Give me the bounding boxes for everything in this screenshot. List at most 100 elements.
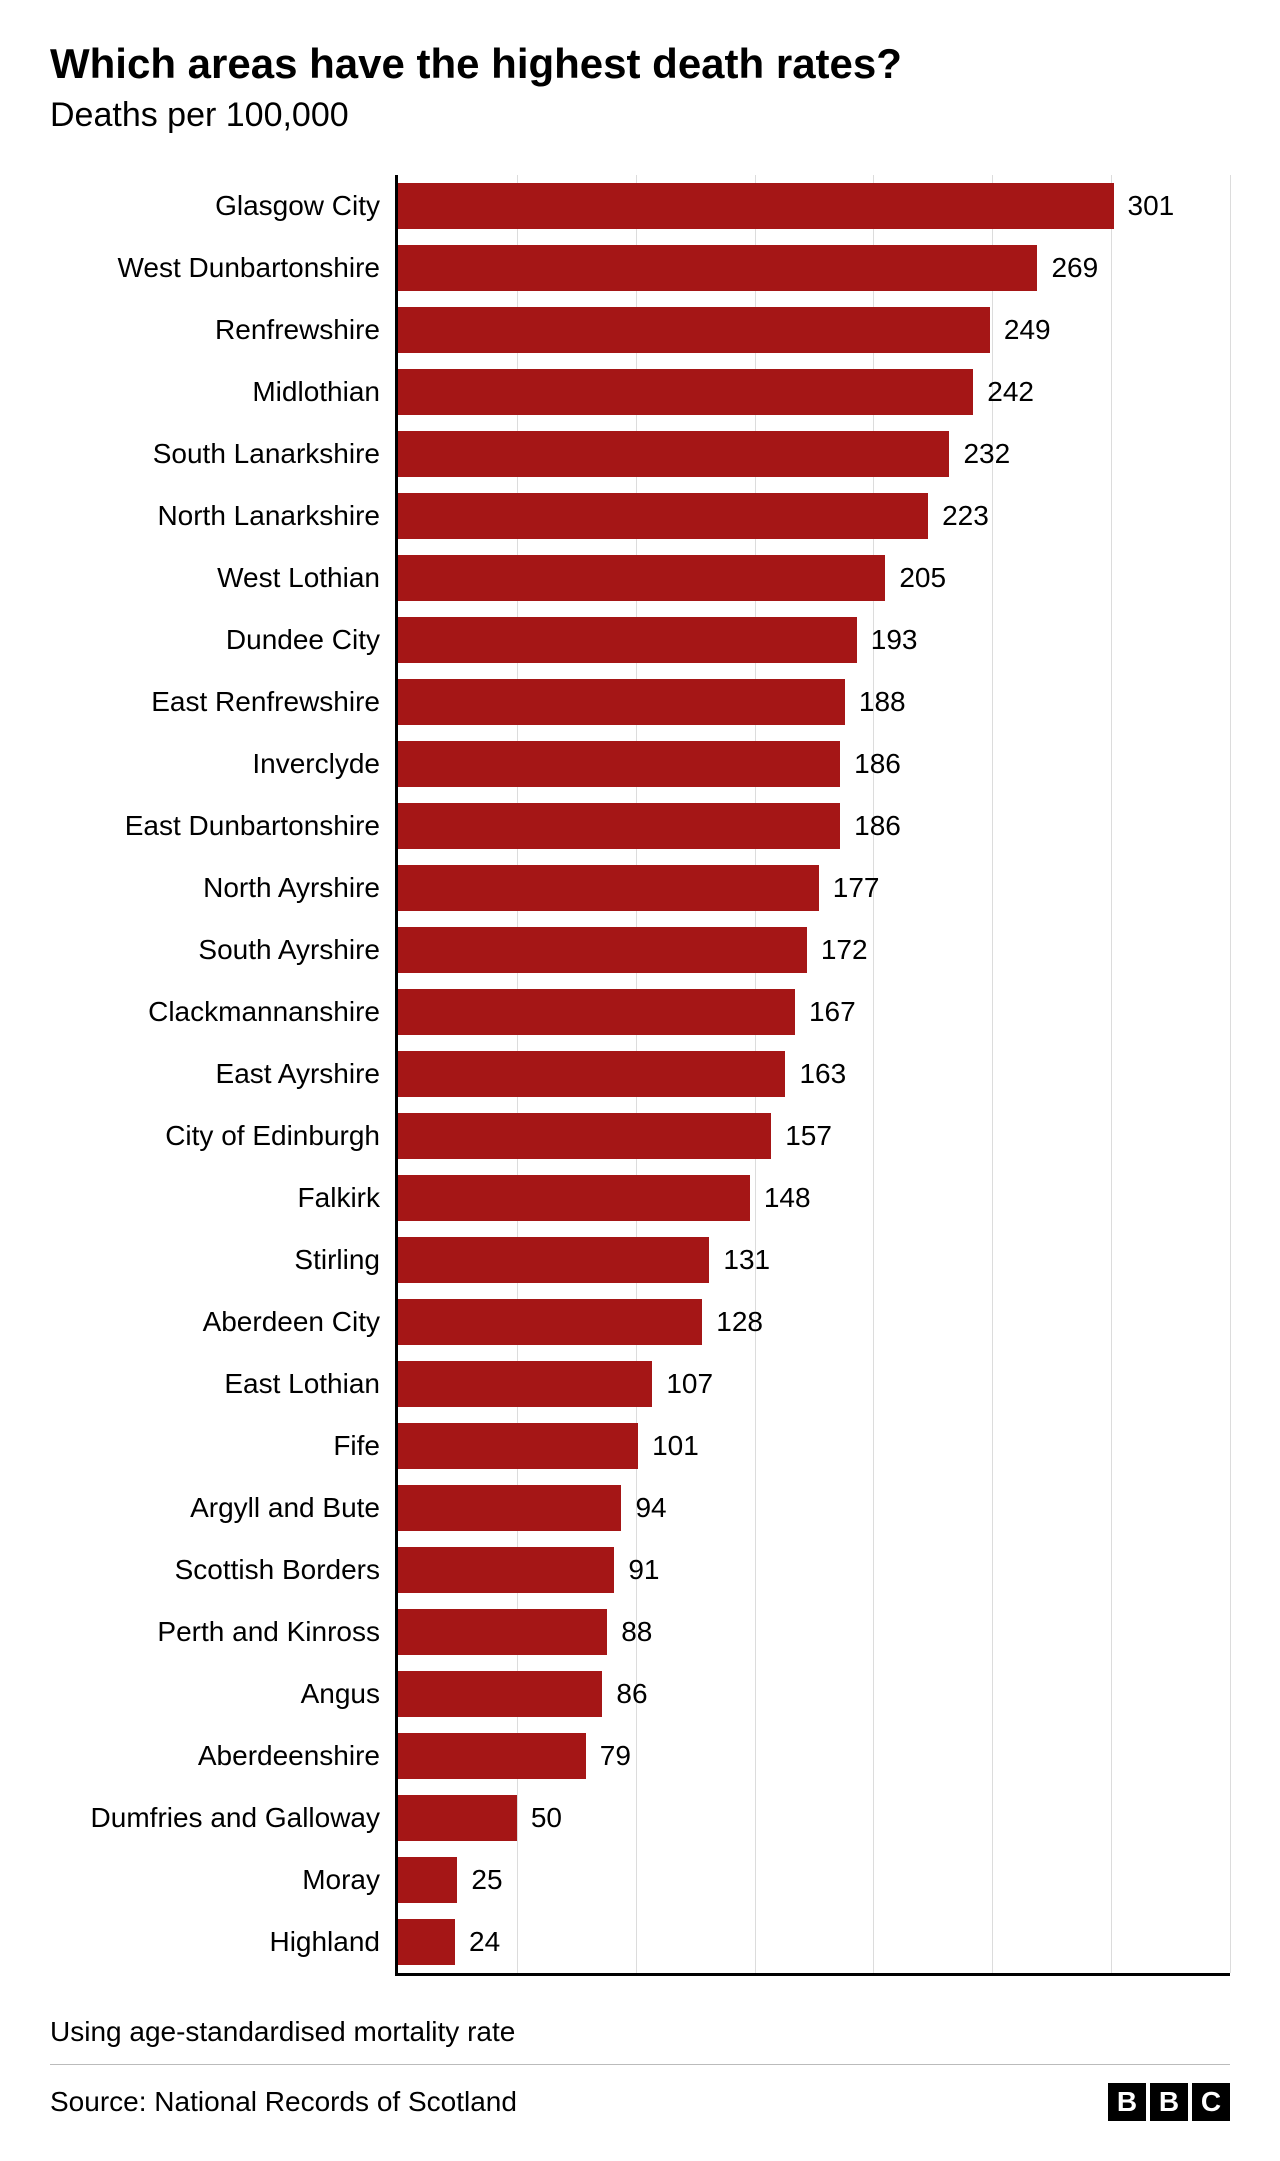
bar-row: Perth and Kinross88 bbox=[398, 1601, 1230, 1663]
chart-subtitle: Deaths per 100,000 bbox=[50, 96, 1230, 135]
bar-label: North Lanarkshire bbox=[157, 500, 398, 532]
bar-row: North Ayrshire177 bbox=[398, 857, 1230, 919]
bar-label: Glasgow City bbox=[215, 190, 398, 222]
bar-label: South Lanarkshire bbox=[153, 438, 398, 470]
bar-value: 94 bbox=[621, 1492, 666, 1524]
bar bbox=[398, 1733, 586, 1779]
bar bbox=[398, 183, 1114, 229]
bar-value: 172 bbox=[807, 934, 868, 966]
bar-label: Moray bbox=[302, 1864, 398, 1896]
bar bbox=[398, 865, 819, 911]
bar-row: East Ayrshire163 bbox=[398, 1043, 1230, 1105]
bar bbox=[398, 1361, 652, 1407]
bar bbox=[398, 555, 885, 601]
bar-row: Angus86 bbox=[398, 1663, 1230, 1725]
bbc-logo-letter: C bbox=[1192, 2083, 1230, 2121]
bar-value: 101 bbox=[638, 1430, 699, 1462]
bar-row: East Renfrewshire188 bbox=[398, 671, 1230, 733]
bar-row: South Lanarkshire232 bbox=[398, 423, 1230, 485]
bar-value: 148 bbox=[750, 1182, 811, 1214]
bbc-logo-letter: B bbox=[1150, 2083, 1188, 2121]
bar-row: Glasgow City301 bbox=[398, 175, 1230, 237]
bar bbox=[398, 679, 845, 725]
bar-label: Falkirk bbox=[298, 1182, 398, 1214]
bar-row: Argyll and Bute94 bbox=[398, 1477, 1230, 1539]
bar-value: 301 bbox=[1114, 190, 1175, 222]
chart-title: Which areas have the highest death rates… bbox=[50, 40, 1230, 88]
bar-value: 131 bbox=[709, 1244, 770, 1276]
bar-label: Argyll and Bute bbox=[190, 1492, 398, 1524]
bar-row: West Dunbartonshire269 bbox=[398, 237, 1230, 299]
bar-row: Midlothian242 bbox=[398, 361, 1230, 423]
bar-value: 232 bbox=[949, 438, 1010, 470]
bar-label: Fife bbox=[333, 1430, 398, 1462]
bar bbox=[398, 493, 928, 539]
bar bbox=[398, 1423, 638, 1469]
bar-value: 205 bbox=[885, 562, 946, 594]
bar bbox=[398, 369, 973, 415]
bar-row: East Lothian107 bbox=[398, 1353, 1230, 1415]
bar bbox=[398, 245, 1037, 291]
bar bbox=[398, 617, 857, 663]
bar-value: 223 bbox=[928, 500, 989, 532]
bar bbox=[398, 1051, 785, 1097]
bar bbox=[398, 1547, 614, 1593]
bar-row: Clackmannanshire167 bbox=[398, 981, 1230, 1043]
bar-label: Midlothian bbox=[252, 376, 398, 408]
bar-label: Perth and Kinross bbox=[157, 1616, 398, 1648]
bar-value: 24 bbox=[455, 1926, 500, 1958]
bar-row: Scottish Borders91 bbox=[398, 1539, 1230, 1601]
bar-label: Aberdeenshire bbox=[198, 1740, 398, 1772]
bar-value: 193 bbox=[857, 624, 918, 656]
chart-area: Glasgow City301West Dunbartonshire269Ren… bbox=[80, 175, 1230, 1976]
bar-row: Falkirk148 bbox=[398, 1167, 1230, 1229]
bar-value: 163 bbox=[785, 1058, 846, 1090]
footer-row: Source: National Records of Scotland B B… bbox=[50, 2064, 1230, 2121]
bar-row: West Lothian205 bbox=[398, 547, 1230, 609]
bar bbox=[398, 1795, 517, 1841]
bar-value: 269 bbox=[1037, 252, 1098, 284]
bar-label: Inverclyde bbox=[252, 748, 398, 780]
bar-row: Aberdeenshire79 bbox=[398, 1725, 1230, 1787]
bar-label: Scottish Borders bbox=[175, 1554, 398, 1586]
bar-label: Dundee City bbox=[226, 624, 398, 656]
bar-row: Inverclyde186 bbox=[398, 733, 1230, 795]
bar-value: 86 bbox=[602, 1678, 647, 1710]
bar-row: Renfrewshire249 bbox=[398, 299, 1230, 361]
bar-label: West Dunbartonshire bbox=[118, 252, 399, 284]
bar bbox=[398, 1609, 607, 1655]
bar-label: West Lothian bbox=[217, 562, 398, 594]
bar bbox=[398, 431, 949, 477]
bar-value: 25 bbox=[457, 1864, 502, 1896]
bar-value: 186 bbox=[840, 810, 901, 842]
bar-row: Moray25 bbox=[398, 1849, 1230, 1911]
bar-label: Angus bbox=[301, 1678, 398, 1710]
bar bbox=[398, 989, 795, 1035]
bar bbox=[398, 1175, 750, 1221]
bar-row: South Ayrshire172 bbox=[398, 919, 1230, 981]
bar-label: East Lothian bbox=[224, 1368, 398, 1400]
bar-label: East Dunbartonshire bbox=[125, 810, 398, 842]
bar-row: Dundee City193 bbox=[398, 609, 1230, 671]
bar-row: North Lanarkshire223 bbox=[398, 485, 1230, 547]
bar bbox=[398, 1485, 621, 1531]
bbc-logo: B B C bbox=[1108, 2083, 1230, 2121]
bar-value: 242 bbox=[973, 376, 1034, 408]
bar bbox=[398, 741, 840, 787]
bar-row: Highland24 bbox=[398, 1911, 1230, 1973]
bar-value: 107 bbox=[652, 1368, 713, 1400]
bar bbox=[398, 307, 990, 353]
bar bbox=[398, 1237, 709, 1283]
bbc-logo-letter: B bbox=[1108, 2083, 1146, 2121]
bar-value: 88 bbox=[607, 1616, 652, 1648]
bar-row: City of Edinburgh157 bbox=[398, 1105, 1230, 1167]
gridline bbox=[1230, 175, 1231, 1973]
bar-value: 186 bbox=[840, 748, 901, 780]
bar-label: City of Edinburgh bbox=[165, 1120, 398, 1152]
bar-label: Stirling bbox=[294, 1244, 398, 1276]
bar-value: 157 bbox=[771, 1120, 832, 1152]
bar-value: 91 bbox=[614, 1554, 659, 1586]
bar-row: Dumfries and Galloway50 bbox=[398, 1787, 1230, 1849]
bar-row: Stirling131 bbox=[398, 1229, 1230, 1291]
bar-label: Clackmannanshire bbox=[148, 996, 398, 1028]
